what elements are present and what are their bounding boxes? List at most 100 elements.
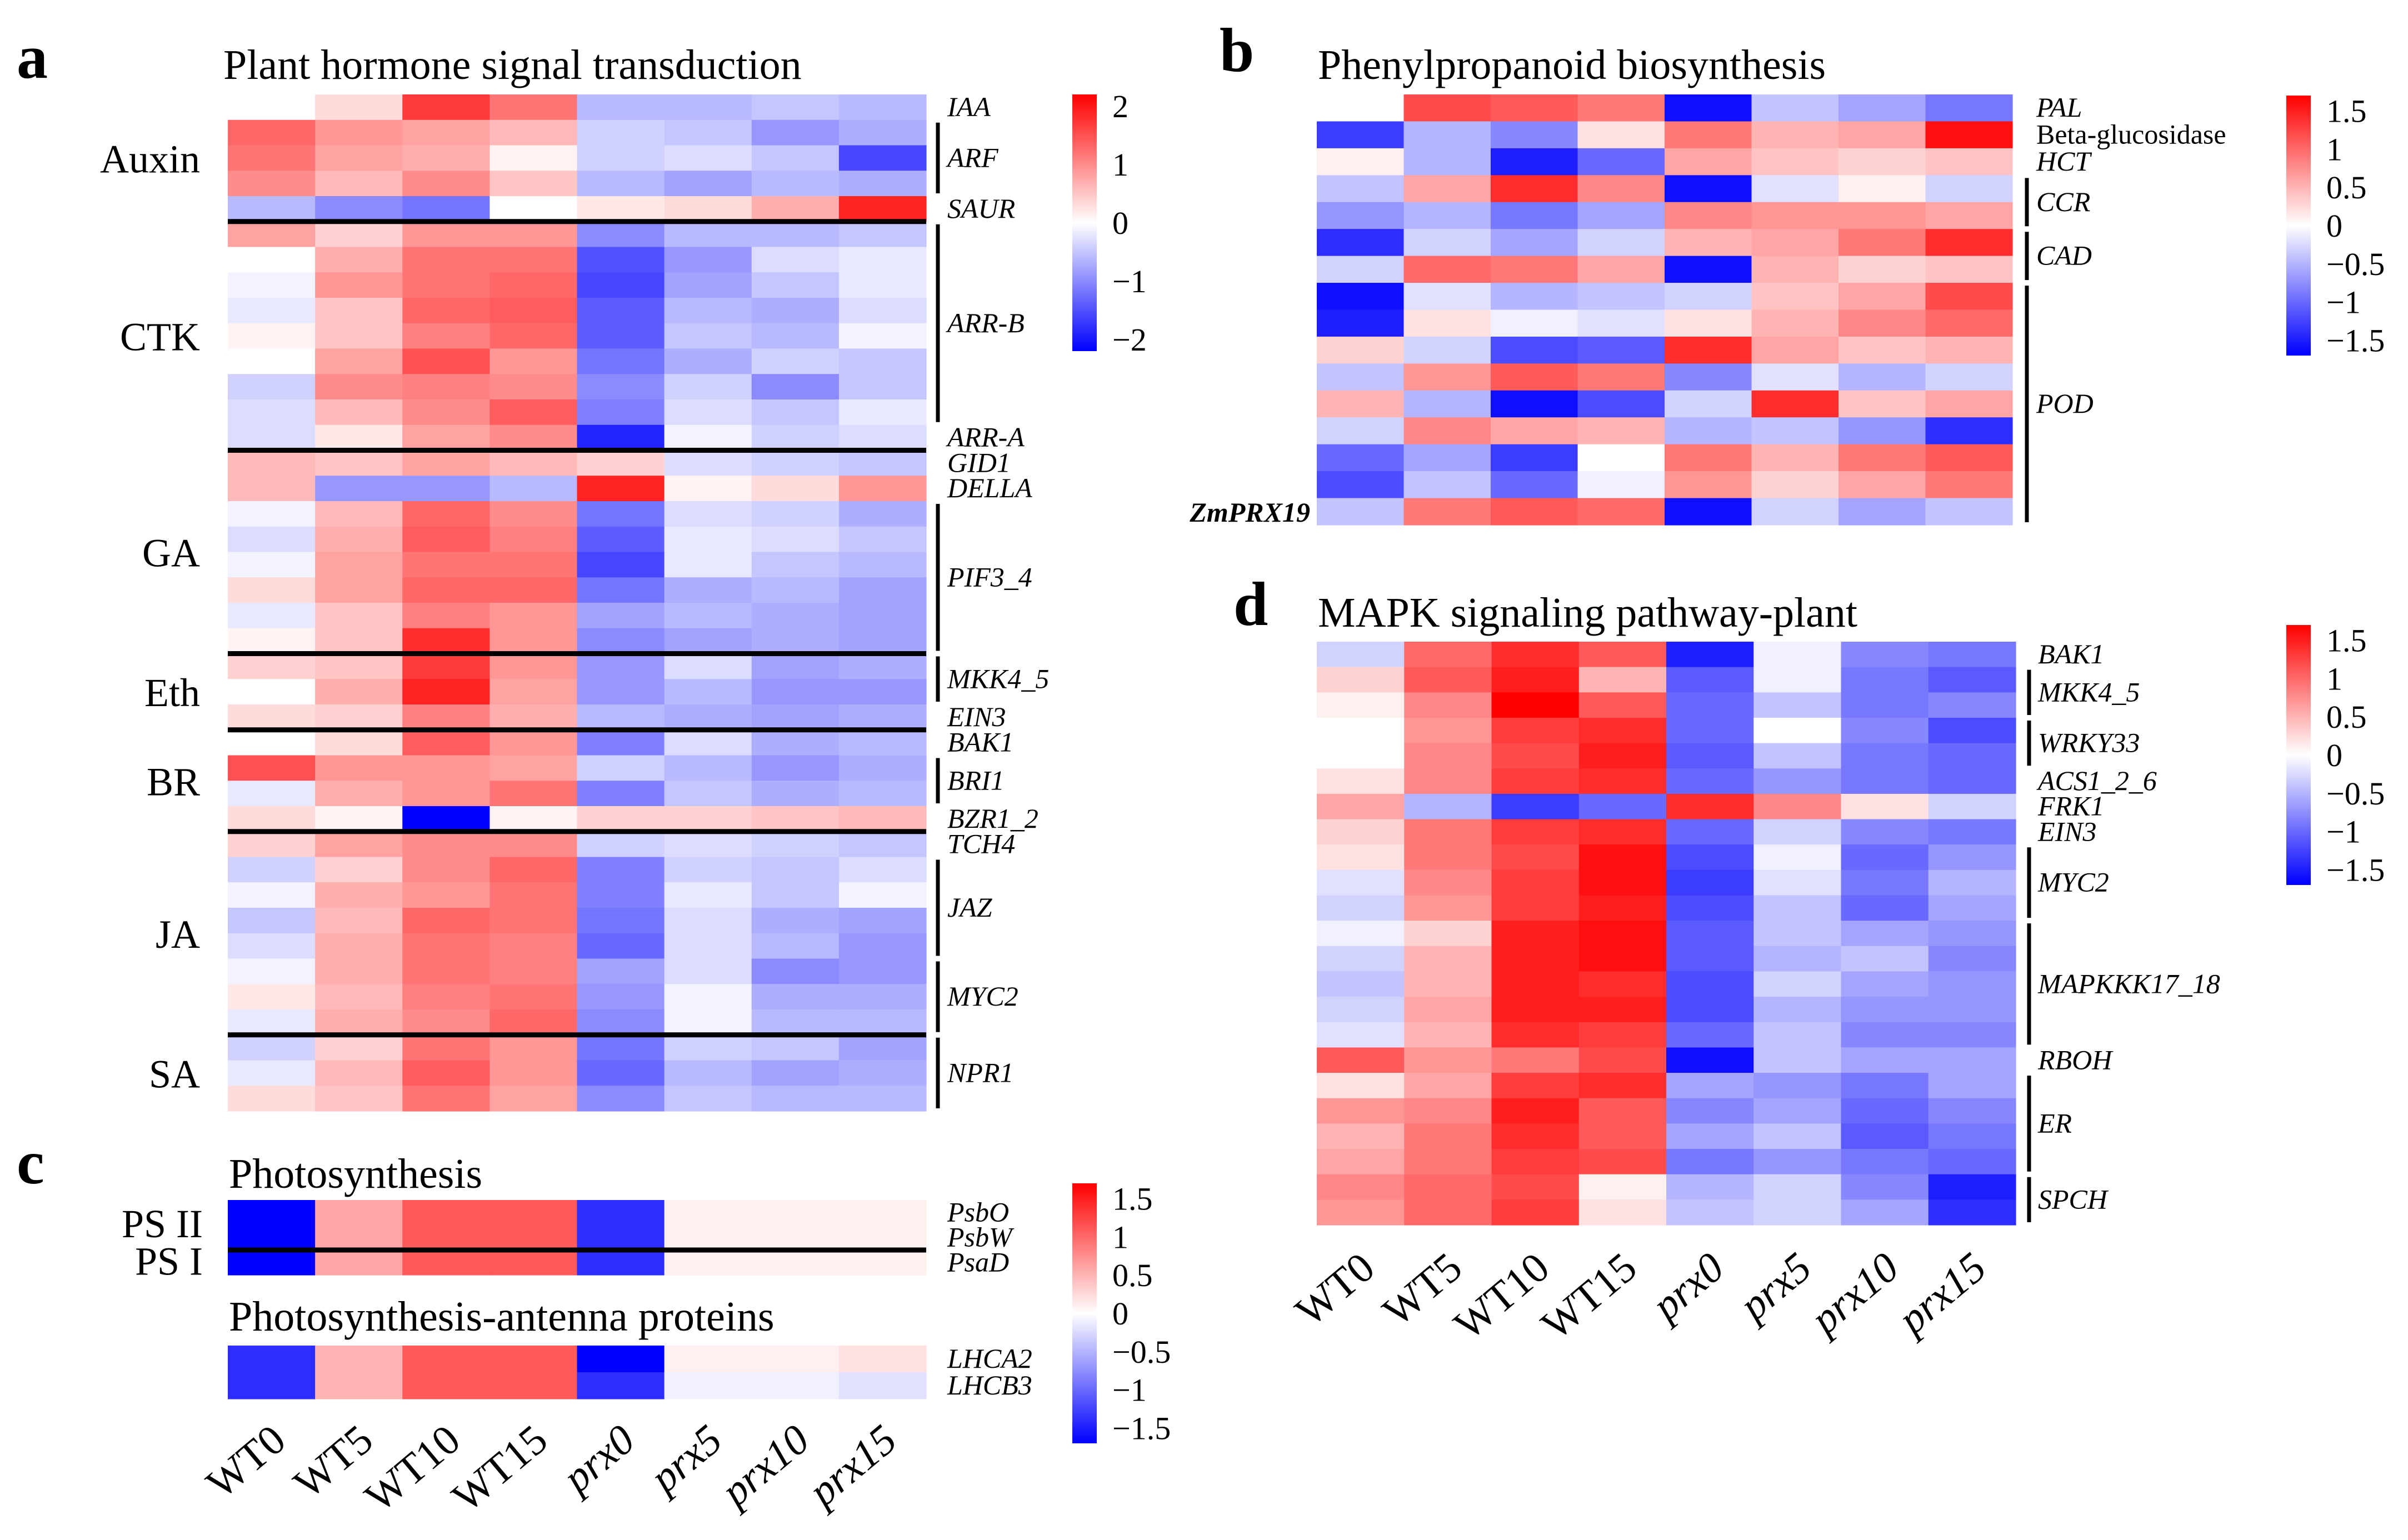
panel-a-cell-r9-c2 — [402, 323, 490, 349]
panel-d-cell-r7-c6 — [1841, 819, 1929, 845]
panel-a-cell-r37-c1 — [315, 1034, 403, 1061]
panel-d-cell-r18-c7 — [1928, 1098, 2016, 1124]
panel-d-cell-r12-c1 — [1404, 946, 1492, 972]
panel-a-gene-label-bak1: BAK1 — [947, 727, 1013, 758]
panel-a-cell-r12-c1 — [315, 399, 403, 426]
panel-d-gene-label-acs1-2-6: ACS1_2_6 — [2036, 765, 2157, 796]
panel-c-antenna-cell-r1-c3 — [489, 1372, 578, 1399]
panel-d-cell-r7-c3 — [1578, 819, 1667, 845]
panel-b-cell-r1-c5 — [1751, 121, 1839, 149]
panel-a-cell-r15-c6 — [751, 476, 840, 502]
panel-a-cell-r25-c3 — [489, 729, 578, 756]
panel-b-cell-r15-c7 — [1925, 498, 2013, 526]
panel-a-cell-r24-c4 — [577, 704, 665, 731]
panel-d-colorbar-tick-1-5: −1.5 — [2326, 852, 2385, 888]
panel-b-cell-r11-c4 — [1665, 390, 1752, 418]
panel-d-cell-r9-c1 — [1404, 869, 1492, 896]
panel-a-cell-r20-c3 — [489, 603, 578, 629]
panel-a-colorbar-tick-2: −2 — [1112, 322, 1147, 358]
panel-a-cell-r25-c7 — [838, 729, 927, 756]
panel-a-colorbar-tick-2: 2 — [1112, 88, 1128, 124]
panel-d-cell-r13-c6 — [1841, 971, 1929, 997]
panel-a-cell-r32-c7 — [838, 908, 927, 934]
panel-a-cell-r21-c5 — [664, 628, 752, 654]
panel-a-cell-r2-c5 — [664, 145, 752, 171]
panel-c-column-label-wt10: WT10 — [356, 1416, 469, 1521]
panel-a-cell-r17-c5 — [664, 526, 752, 553]
panel-b-row-annotation-zmprx19: ZmPRX19 — [1189, 497, 1310, 528]
panel-b-cell-r6-c6 — [1839, 256, 1926, 283]
panel-b-cell-r7-c5 — [1751, 283, 1839, 311]
panel-b-cell-r10-c6 — [1839, 363, 1926, 391]
panel-d-cell-r15-c5 — [1753, 1022, 1842, 1048]
panel-a-cell-r26-c1 — [315, 755, 403, 781]
panel-d-colorbar-tick-1-5: 1.5 — [2326, 623, 2367, 659]
panel-a-cell-r18-c0 — [228, 552, 316, 578]
panel-b-cell-r14-c2 — [1491, 471, 1578, 499]
panel-c-antenna-cell-r1-c7 — [838, 1372, 927, 1399]
panel-a-cell-r6-c0 — [228, 247, 316, 273]
panel-a-cell-r28-c1 — [315, 806, 403, 832]
panel-d-cell-r10-c1 — [1404, 895, 1492, 921]
panel-c-group-label-ps-i: PS I — [135, 1239, 203, 1284]
panel-a-cell-r21-c3 — [489, 628, 578, 654]
panel-d-cell-r10-c2 — [1491, 895, 1580, 921]
panel-d-cell-r11-c4 — [1666, 921, 1754, 947]
panel-d-cell-r0-c6 — [1841, 642, 1929, 668]
panel-d-cell-r9-c2 — [1491, 869, 1580, 896]
panel-a-gene-label-arr-b: ARR-B — [946, 307, 1025, 338]
panel-a-cell-r11-c0 — [228, 374, 316, 400]
panel-a-cell-r17-c0 — [228, 526, 316, 553]
panel-d-cell-r13-c5 — [1753, 971, 1842, 997]
panel-b-cell-r1-c1 — [1403, 121, 1491, 149]
panel-d-colorbar-tick-1: −1 — [2326, 814, 2361, 850]
panel-b-cell-r9-c5 — [1751, 336, 1839, 364]
panel-d-cell-r21-c6 — [1841, 1174, 1929, 1200]
panel-b-cell-r10-c4 — [1665, 363, 1752, 391]
panel-c-antenna-cell-r0-c0 — [228, 1346, 316, 1373]
panel-d-cell-r7-c0 — [1317, 819, 1405, 845]
panel-d-cell-r18-c5 — [1753, 1098, 1842, 1124]
panel-a-group-label-eth: Eth — [144, 671, 200, 715]
panel-a-cell-r27-c4 — [577, 781, 665, 807]
panel-a-cell-r39-c7 — [838, 1086, 927, 1112]
panel-a-cell-r1-c7 — [838, 119, 927, 146]
panel-b-cell-r4-c0 — [1317, 202, 1405, 229]
panel-a-cell-r19-c7 — [838, 577, 927, 603]
panel-a-cell-r3-c0 — [228, 171, 316, 197]
panel-d-cell-r1-c4 — [1666, 667, 1754, 693]
panel-a-cell-r23-c3 — [489, 679, 578, 705]
panel-a-cell-r27-c7 — [838, 781, 927, 807]
panel-d-cell-r1-c5 — [1753, 667, 1842, 693]
panel-d-cell-r17-c4 — [1666, 1073, 1754, 1099]
panel-b-cell-r14-c1 — [1403, 471, 1491, 499]
panel-d-cell-r19-c3 — [1578, 1123, 1667, 1149]
panel-d-cell-r17-c1 — [1404, 1073, 1492, 1099]
panel-b-cell-r11-c1 — [1403, 390, 1491, 418]
panel-a-cell-r18-c5 — [664, 552, 752, 578]
panel-a-gene-label-pif3-4: PIF3_4 — [947, 561, 1032, 592]
panel-c-photosynthesis-cell-r1-c0 — [228, 1225, 316, 1251]
panel-a-cell-r17-c7 — [838, 526, 927, 553]
panel-b-cell-r3-c6 — [1839, 175, 1926, 203]
panel-d-cell-r18-c0 — [1317, 1098, 1405, 1124]
panel-d-cell-r2-c0 — [1317, 692, 1405, 718]
panel-a-cell-r10-c7 — [838, 348, 927, 374]
panel-a-gene-label-arf: ARF — [946, 142, 998, 173]
panel-d-cell-r22-c2 — [1491, 1199, 1580, 1226]
panel-c-antenna-cell-r0-c2 — [402, 1346, 490, 1373]
panel-b-cell-r5-c0 — [1317, 229, 1405, 257]
panel-a-cell-r4-c3 — [489, 196, 578, 222]
panel-c-photosynthesis-cell-r0-c0 — [228, 1200, 316, 1226]
panel-a-cell-r29-c4 — [577, 831, 665, 858]
panel-a-cell-r0-c3 — [489, 94, 578, 121]
panel-a-cell-r0-c6 — [751, 94, 840, 121]
panel-a-gene-label-tch4: TCH4 — [947, 828, 1015, 859]
panel-d-cell-r14-c1 — [1404, 997, 1492, 1023]
panel-a-cell-r5-c2 — [402, 221, 490, 248]
panel-a-cell-r13-c5 — [664, 424, 752, 451]
panel-a-cell-r30-c6 — [751, 857, 840, 883]
panel-a-cell-r6-c5 — [664, 247, 752, 273]
panel-a-cell-r17-c2 — [402, 526, 490, 553]
